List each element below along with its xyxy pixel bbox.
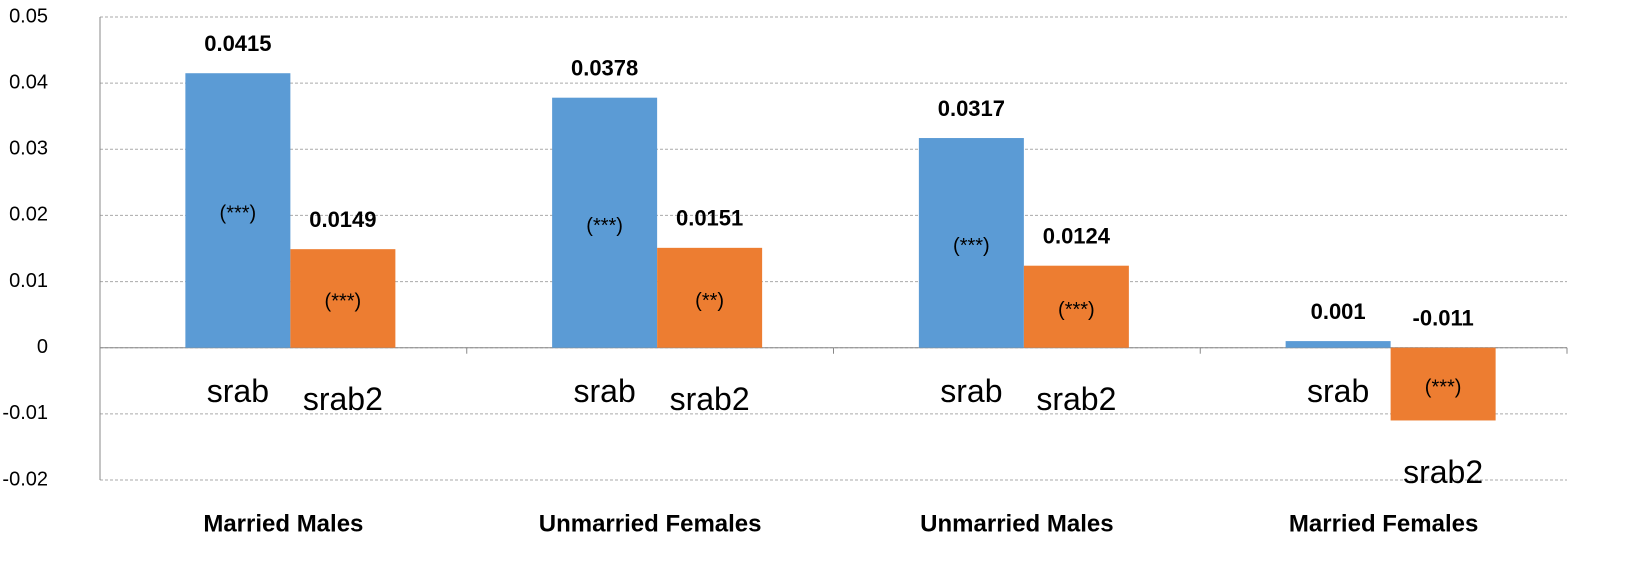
x-tick-label: Married Males	[203, 510, 363, 537]
y-tick-label: 0.03	[9, 138, 48, 160]
bar	[1023, 265, 1129, 348]
y-tick-label: 0	[37, 336, 48, 358]
y-tick-label: 0.01	[9, 270, 48, 292]
series-label: srab	[574, 373, 636, 409]
bar	[657, 247, 763, 348]
series-label: srab2	[1403, 454, 1483, 490]
x-tick-label: Married Females	[1289, 510, 1478, 537]
series-label: srab2	[1036, 381, 1116, 417]
significance-label: (***)	[220, 203, 257, 225]
bar	[552, 97, 658, 348]
data-label: 0.0149	[309, 207, 376, 232]
y-tick-label: 0.05	[9, 5, 48, 27]
bar	[918, 138, 1024, 348]
y-tick-label: -0.02	[2, 468, 48, 490]
bar	[185, 73, 291, 348]
data-label: 0.0151	[676, 206, 743, 231]
series-label: srab2	[670, 381, 750, 417]
series-label: srab2	[303, 381, 383, 417]
series-label: srab	[1307, 373, 1369, 409]
x-tick-label: Unmarried Males	[920, 510, 1113, 537]
bar	[1285, 341, 1391, 348]
significance-label: (***)	[1058, 299, 1095, 321]
data-label: 0.0415	[204, 31, 271, 56]
y-tick-label: 0.02	[9, 204, 48, 226]
significance-label: (***)	[586, 215, 623, 237]
significance-label: (***)	[325, 291, 362, 313]
bar	[290, 249, 396, 348]
data-label: -0.011	[1413, 306, 1474, 331]
data-label: 0.001	[1311, 299, 1366, 324]
data-label: 0.0124	[1043, 224, 1111, 249]
bar	[1390, 347, 1496, 421]
significance-label: (***)	[1425, 376, 1462, 398]
data-label: 0.0378	[571, 56, 638, 81]
y-tick-label: 0.04	[9, 71, 48, 93]
significance-label: (**)	[695, 290, 724, 312]
series-label: srab	[207, 373, 269, 409]
x-tick-label: Unmarried Females	[539, 510, 762, 537]
data-label: 0.0317	[938, 96, 1005, 121]
y-tick-label: -0.01	[2, 402, 48, 424]
series-label: srab	[940, 373, 1002, 409]
significance-label: (***)	[953, 235, 990, 257]
